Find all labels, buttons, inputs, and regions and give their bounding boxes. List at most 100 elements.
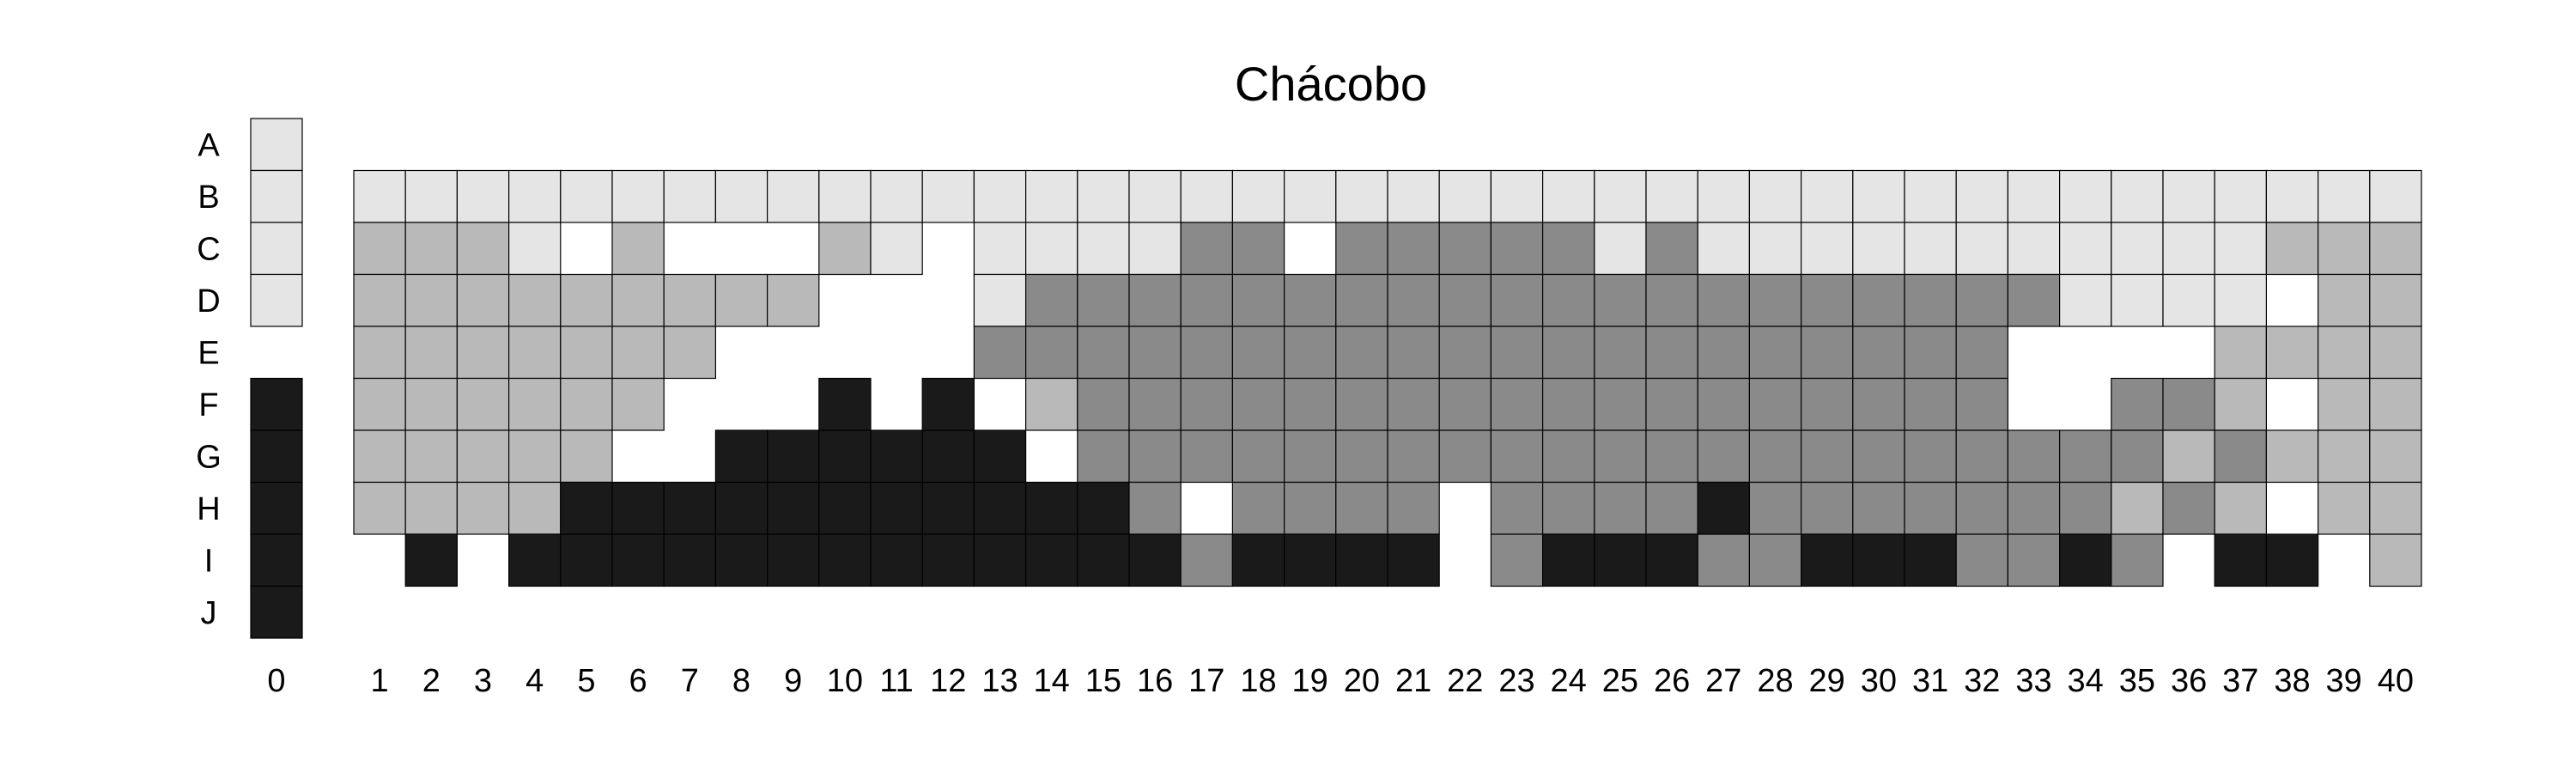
- heatmap-cell: [2162, 429, 2215, 484]
- heatmap-cell: [2318, 273, 2371, 327]
- heatmap-cell: [611, 273, 665, 327]
- heatmap-cell: [611, 169, 665, 223]
- heatmap-cell: [1955, 222, 2008, 276]
- heatmap-cell: [870, 481, 923, 535]
- heatmap-cell: [2162, 273, 2215, 327]
- heatmap-cell: [1128, 273, 1182, 327]
- heatmap-cell: [766, 273, 820, 327]
- heatmap-cell: [1697, 429, 1750, 484]
- heatmap-cell: [2111, 222, 2164, 276]
- zero-column-cell: [250, 169, 303, 223]
- heatmap-cell: [1438, 326, 1492, 380]
- heatmap-cell: [507, 273, 562, 327]
- heatmap-cell: [456, 326, 510, 380]
- heatmap-cell: [1024, 326, 1078, 380]
- column-label: 31: [1912, 663, 1948, 699]
- heatmap-cell: [1024, 169, 1078, 223]
- heatmap-cell: [1748, 326, 1802, 380]
- heatmap-cell: [353, 429, 406, 484]
- heatmap-cell: [2265, 429, 2319, 484]
- heatmap-cell: [973, 481, 1027, 535]
- heatmap-cell: [714, 273, 769, 327]
- column-label: 30: [1861, 663, 1897, 699]
- heatmap-cell: [1645, 169, 1698, 223]
- heatmap-cell: [1594, 273, 1647, 327]
- heatmap-cell: [1541, 533, 1595, 587]
- heatmap-cell: [766, 429, 820, 484]
- heatmap-cell: [2369, 481, 2422, 535]
- heatmap-cell: [1697, 326, 1750, 380]
- heatmap-cell: [1852, 533, 1905, 587]
- heatmap-cell: [921, 169, 975, 223]
- heatmap-cell: [2369, 273, 2422, 327]
- heatmap-cell: [1387, 222, 1440, 276]
- heatmap-cell: [2162, 222, 2215, 276]
- heatmap-cell: [1490, 533, 1544, 587]
- heatmap-cell: [2369, 533, 2422, 587]
- heatmap-cell: [2059, 429, 2112, 484]
- heatmap-cell: [1904, 481, 1957, 535]
- heatmap-cell: [2111, 481, 2164, 535]
- heatmap-cell: [2369, 169, 2422, 223]
- heatmap-cell: [1594, 481, 1647, 535]
- heatmap-cell: [2007, 169, 2061, 223]
- heatmap-cell: [1387, 429, 1440, 484]
- heatmap-cell: [1490, 222, 1544, 276]
- column-label: 18: [1240, 663, 1276, 699]
- heatmap-cell: [1335, 326, 1388, 380]
- heatmap-cell: [1387, 377, 1440, 431]
- column-label: 28: [1757, 663, 1793, 699]
- heatmap-cell: [1283, 533, 1337, 587]
- heatmap-cell: [1697, 533, 1750, 587]
- heatmap-cell: [1955, 169, 2008, 223]
- heatmap-cell: [1490, 377, 1544, 431]
- column-label: 15: [1085, 663, 1121, 699]
- heatmap-cell: [1128, 222, 1182, 276]
- heatmap-cell: [2318, 326, 2371, 380]
- column-label: 16: [1137, 663, 1173, 699]
- heatmap-cell: [2214, 377, 2267, 431]
- heatmap-cell: [456, 481, 510, 535]
- row-label: G: [196, 439, 222, 475]
- heatmap-cell: [1645, 326, 1698, 380]
- heatmap-cell: [1283, 273, 1337, 327]
- heatmap-cell: [507, 429, 562, 484]
- heatmap-cell: [973, 326, 1027, 380]
- heatmap-cell: [973, 533, 1027, 587]
- heatmap-cell: [714, 169, 769, 223]
- heatmap-cell: [1955, 326, 2008, 380]
- column-label: 20: [1344, 663, 1380, 699]
- heatmap-cell: [2265, 326, 2319, 380]
- heatmap-cell: [404, 429, 459, 484]
- heatmap-cell: [404, 533, 459, 587]
- heatmap-cell: [1283, 481, 1337, 535]
- zero-column-cell: [250, 118, 303, 172]
- column-label: 40: [2378, 663, 2414, 699]
- heatmap-cell: [560, 273, 613, 327]
- heatmap-cell: [507, 326, 562, 380]
- heatmap-cell: [1180, 429, 1233, 484]
- heatmap-cell: [1748, 222, 1802, 276]
- column-label: 3: [474, 663, 492, 699]
- column-label: 19: [1292, 663, 1328, 699]
- heatmap-cell: [766, 481, 820, 535]
- heatmap-cell: [560, 481, 613, 535]
- heatmap-cell: [870, 429, 923, 484]
- column-label: 2: [422, 663, 440, 699]
- heatmap-cell: [456, 169, 510, 223]
- heatmap-cell: [663, 169, 717, 223]
- heatmap-cell: [1697, 273, 1750, 327]
- heatmap-cell: [1541, 429, 1595, 484]
- heatmap-cell: [2059, 169, 2112, 223]
- column-label: 23: [1498, 663, 1534, 699]
- heatmap-cell: [560, 169, 613, 223]
- heatmap-cell: [353, 377, 406, 431]
- heatmap-cell: [1697, 377, 1750, 431]
- heatmap-cell: [818, 377, 872, 431]
- heatmap-cell: [1955, 273, 2008, 327]
- heatmap-cell: [507, 481, 562, 535]
- heatmap-cell: [2111, 273, 2164, 327]
- heatmap-cell: [1335, 429, 1388, 484]
- heatmap-cell: [1594, 169, 1647, 223]
